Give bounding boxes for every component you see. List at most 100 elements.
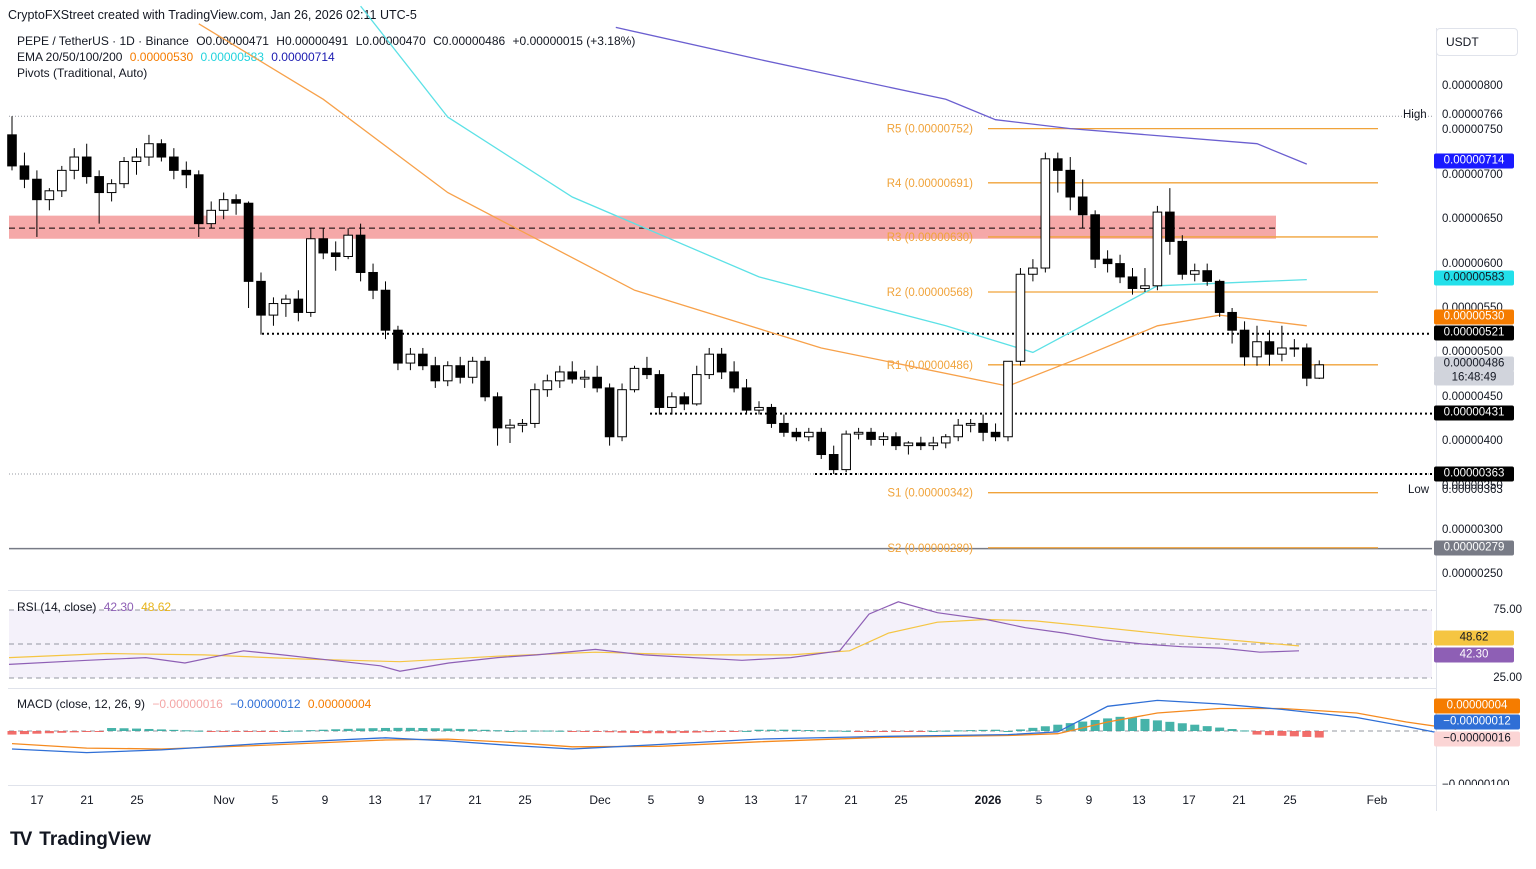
candle-body xyxy=(492,396,503,429)
macd-signal-value: 0.00000004 xyxy=(307,697,372,711)
macd-histogram-bar xyxy=(393,727,403,731)
candle-body xyxy=(716,353,727,373)
candle-body xyxy=(243,202,254,282)
level-363-tag: 0.00000363 xyxy=(1434,466,1514,482)
tradingview-logo[interactable]: TV TradingView xyxy=(10,829,151,851)
macd-histogram-bar xyxy=(891,731,901,732)
candle-body xyxy=(1077,196,1088,216)
price-tick: 0.00000600 xyxy=(1442,257,1503,270)
macd-histogram-bar xyxy=(1103,718,1113,731)
ema-label: EMA 20/50/100/200 xyxy=(17,50,123,64)
candle-body xyxy=(1040,158,1051,269)
macd-histogram-bar xyxy=(866,731,876,732)
candle-body xyxy=(916,442,926,447)
time-tick: 25 xyxy=(130,793,144,807)
candle-body xyxy=(1115,263,1125,278)
candle-body xyxy=(467,360,478,378)
ema100-line xyxy=(615,26,1308,165)
rsi-value: 42.30 xyxy=(103,600,134,614)
candle-body xyxy=(1003,360,1013,438)
macd-histogram-bar xyxy=(654,731,664,734)
time-tick: 17 xyxy=(794,793,808,807)
macd-histogram-bar xyxy=(1215,727,1225,731)
macd-histogram-bar xyxy=(69,731,79,733)
macd-histogram-bar xyxy=(1065,723,1075,731)
candle-body xyxy=(642,367,652,376)
macd-histogram-bar xyxy=(318,729,328,731)
candle-body xyxy=(1289,347,1300,350)
candle-body xyxy=(293,298,304,313)
candle-body xyxy=(654,374,665,408)
macd-histogram-bar xyxy=(405,727,415,731)
candle-body xyxy=(380,289,391,331)
candle-body xyxy=(1189,270,1200,275)
macd-histogram-bar xyxy=(468,729,478,731)
macd-hist-tag: −0.00000016 xyxy=(1434,731,1520,747)
macd-histogram-bar xyxy=(580,731,590,732)
candle-body xyxy=(330,252,341,257)
macd-histogram-bar xyxy=(119,728,129,731)
macd-histogram-bar xyxy=(941,730,951,732)
macd-histogram-bar xyxy=(19,731,29,735)
macd-histogram-bar xyxy=(418,727,428,731)
level-431-tag: 0.00000431 xyxy=(1434,405,1514,421)
candle-body xyxy=(679,396,690,405)
macd-histogram-bar xyxy=(1140,718,1150,731)
macd-histogram-bar xyxy=(306,730,316,732)
macd-histogram-bar xyxy=(1240,730,1250,732)
candle-body xyxy=(729,371,739,389)
rsi-label: RSI (14, close) xyxy=(17,600,97,614)
time-tick: 17 xyxy=(30,793,44,807)
candle-body xyxy=(517,422,528,426)
candle-body xyxy=(193,174,204,225)
macd-histogram-bar xyxy=(1040,726,1050,731)
macd-histogram-bar xyxy=(704,731,714,733)
candle-body xyxy=(878,436,889,440)
candle-body xyxy=(903,442,914,447)
macd-histogram-bar xyxy=(991,729,1001,731)
macd-histogram-bar xyxy=(530,730,540,732)
candle-body xyxy=(94,176,104,194)
macd-histogram-bar xyxy=(132,728,141,731)
candle-body xyxy=(691,374,702,405)
ema50-tag: 0.00000583 xyxy=(1434,270,1514,286)
candle-body xyxy=(530,389,540,424)
candle-body xyxy=(69,156,80,171)
ema20-line xyxy=(198,23,1307,387)
pivot-label: R2 (0.00000568) xyxy=(887,287,973,299)
candle-body xyxy=(19,165,30,180)
macd-histogram-bar xyxy=(642,731,652,734)
time-tick: 21 xyxy=(468,793,482,807)
time-tick: 25 xyxy=(518,793,532,807)
time-tick: 13 xyxy=(368,793,382,807)
macd-line xyxy=(11,699,1457,754)
time-tick: 25 xyxy=(1283,793,1297,807)
candle-body xyxy=(754,406,764,411)
rsi-tag: 42.30 xyxy=(1434,647,1514,663)
candle-body xyxy=(604,387,615,438)
macd-histogram-bar xyxy=(854,731,864,732)
macd-histogram-bar xyxy=(381,727,390,731)
macd-hist-value: −0.00000016 xyxy=(152,697,223,711)
candle-body xyxy=(1065,169,1076,198)
rsi-ma-value: 48.62 xyxy=(141,600,172,614)
candle-body xyxy=(368,271,378,291)
price-tick: 0.00000500 xyxy=(1442,346,1503,359)
candle-body xyxy=(567,371,578,380)
macd-histogram-bar xyxy=(1202,726,1212,731)
candle-body xyxy=(32,178,42,201)
candle-body xyxy=(1277,347,1287,355)
candle-body xyxy=(106,183,117,194)
macd-histogram-bar xyxy=(841,730,851,732)
macd-histogram-bar xyxy=(480,729,490,731)
macd-signal-tag: 0.00000004 xyxy=(1434,698,1520,714)
candle-body xyxy=(1214,280,1225,313)
macd-histogram-bar xyxy=(356,728,366,731)
macd-histogram-bar xyxy=(144,728,154,731)
macd-histogram-bar xyxy=(978,729,988,731)
macd-histogram-bar xyxy=(916,731,926,732)
candle-body xyxy=(1015,273,1026,362)
macd-histogram-bar xyxy=(791,729,801,731)
macd-histogram-bar xyxy=(430,728,440,731)
